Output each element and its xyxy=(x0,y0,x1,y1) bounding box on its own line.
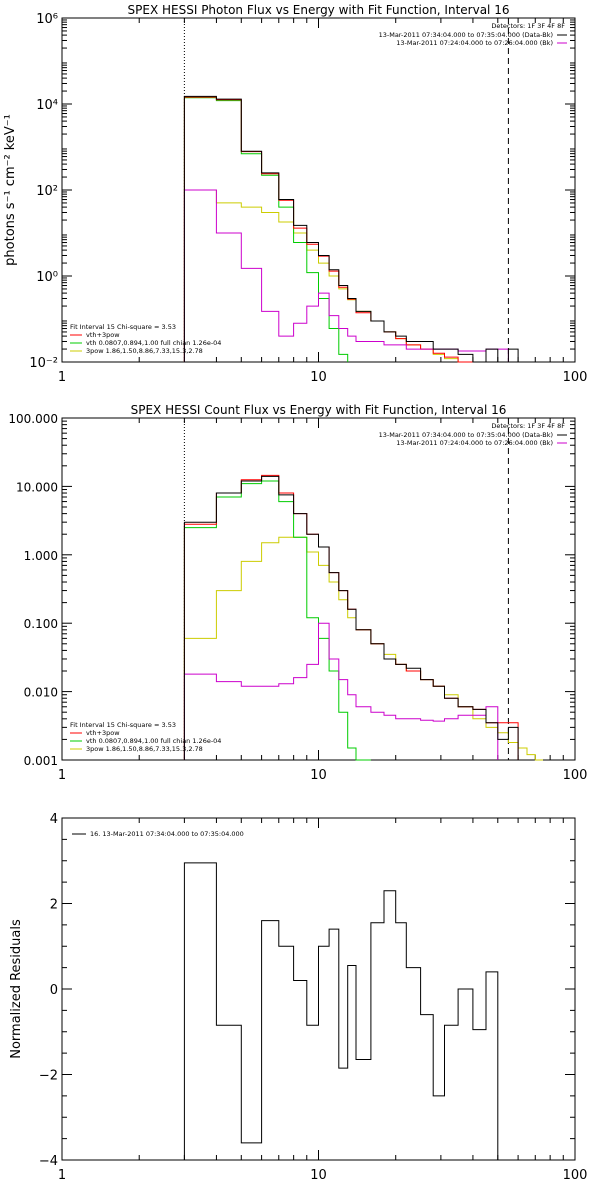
x-tick-label: 10 xyxy=(310,1168,327,1183)
x-tick-label: 100 xyxy=(563,768,588,783)
y-tick-label: 0.100 xyxy=(24,617,58,631)
series-3pow xyxy=(183,189,473,363)
y-tick-label: 4 xyxy=(50,812,58,827)
y-tick-label: 0.001 xyxy=(24,754,58,768)
y-tick-label: 10⁴ xyxy=(36,98,58,113)
series-vth xyxy=(183,480,371,761)
series-3pow xyxy=(183,536,543,761)
legend-fit-header: Fit Interval 15 Chi-square = 3.53 xyxy=(70,323,176,331)
legend-entry-label: 13-Mar-2011 07:24:04.000 to 07:26:04.000… xyxy=(396,39,553,47)
x-tick-label: 100 xyxy=(563,1168,588,1183)
legend-entry-label: vth+3pow xyxy=(86,729,120,737)
legend-entry-label: vth 0.0807,0.894,1.00 full chian 1.26e-0… xyxy=(86,737,221,745)
legend-detectors: Detectors: 1F 3F 4F 8F xyxy=(491,22,565,30)
plot-frame xyxy=(61,17,576,363)
x-tick-label: 1 xyxy=(58,768,66,783)
legend-entry-label: vth+3pow xyxy=(86,331,120,339)
chart-title: SPEX HESSI Photon Flux vs Energy with Fi… xyxy=(128,3,510,17)
legend-fit-header: Fit Interval 15 Chi-square = 3.53 xyxy=(70,721,176,729)
x-tick-label: 10 xyxy=(310,768,327,783)
legend-entry-label: vth 0.0807,0.894,1.00 full chian 1.26e-0… xyxy=(86,339,221,347)
y-axis-label: photons s⁻¹ cm⁻² keV⁻¹ xyxy=(3,114,18,266)
y-tick-label: 100.000 xyxy=(8,412,58,426)
y-tick-label: 0 xyxy=(50,983,58,998)
y-tick-label: 10⁻² xyxy=(29,356,58,371)
x-tick-label: 100 xyxy=(563,370,588,385)
series-vth xyxy=(183,97,349,362)
series-data-bk xyxy=(183,475,519,760)
y-axis-label: Normalized Residuals xyxy=(9,919,24,1059)
y-tick-label: −4 xyxy=(39,1154,58,1169)
panel-3 xyxy=(61,817,576,1161)
y-tick-label: −2 xyxy=(39,1069,58,1084)
x-tick-label: 1 xyxy=(58,370,66,385)
legend-entry-label: 3pow 1.86,1.50,8.86,7.33,15.3,2.78 xyxy=(86,347,203,355)
legend-entry-label: 16. 13-Mar-2011 07:34:04.000 to 07:35:04… xyxy=(90,830,244,838)
panel-1 xyxy=(61,17,576,363)
legend-entry-label: 13-Mar-2011 07:34:04.000 to 07:35:04.000… xyxy=(379,31,553,39)
series-bk xyxy=(183,622,499,760)
y-tick-label: 10.000 xyxy=(16,480,58,494)
y-tick-label: 10⁰ xyxy=(36,270,58,285)
x-tick-label: 10 xyxy=(310,370,327,385)
y-tick-label: 2 xyxy=(50,898,58,913)
y-tick-label: 10² xyxy=(36,184,58,199)
x-tick-label: 1 xyxy=(58,1168,66,1183)
y-tick-label: 0.010 xyxy=(24,686,58,700)
series-data-bk xyxy=(183,95,519,363)
y-tick-label: 10⁶ xyxy=(36,12,58,27)
y-tick-label: 1.000 xyxy=(24,549,58,563)
legend-entry-label: 13-Mar-2011 07:24:04.000 to 07:26:04.000… xyxy=(396,439,553,447)
panel-2 xyxy=(61,417,576,761)
legend-entry-label: 13-Mar-2011 07:34:04.000 to 07:35:04.000… xyxy=(379,431,553,439)
chart-title: SPEX HESSI Count Flux vs Energy with Fit… xyxy=(131,403,507,417)
series-bk xyxy=(183,189,509,362)
legend-detectors: Detectors: 1F 3F 4F 8F xyxy=(491,422,565,430)
series-16-13-mar-2011-07-34-04-000-to-07-35-04-000 xyxy=(183,862,509,1161)
legend-entry-label: 3pow 1.86,1.50,8.86,7.33,15.3,2.78 xyxy=(86,745,203,753)
